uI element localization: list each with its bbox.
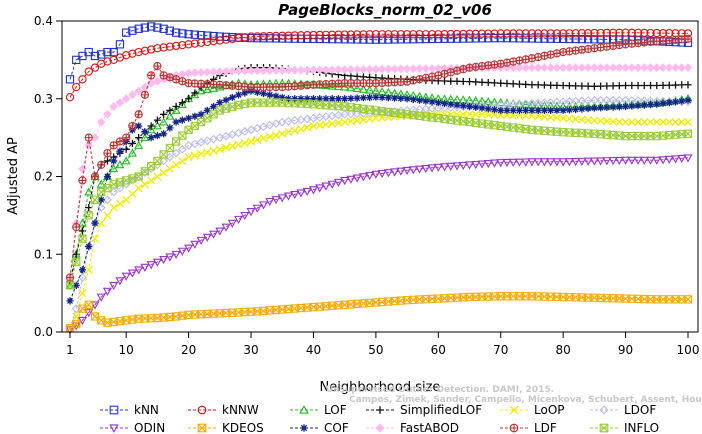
series-loop — [65, 110, 693, 333]
legend-item-lof: LOF — [290, 403, 347, 417]
y-axis-title: Adjusted AP — [6, 137, 21, 215]
x-tick-label: 20 — [181, 343, 196, 357]
x-tick-label: 1 — [66, 343, 74, 357]
legend-marker — [509, 405, 519, 415]
legend-label: COF — [324, 421, 349, 434]
series-kdeos — [65, 292, 693, 333]
legend-label: LoOP — [534, 403, 565, 417]
legend-item-fastabod: FastABOD — [366, 421, 459, 434]
series-line-loop — [69, 113, 688, 329]
x-axis-title: Neighborhood size — [320, 380, 441, 395]
legend-marker — [375, 423, 385, 433]
series-markers-knnw — [65, 28, 693, 102]
series-markers-cof — [66, 87, 692, 305]
x-tick-label: 50 — [368, 343, 383, 357]
x-tick-label: 100 — [677, 343, 700, 357]
y-tick-label: 0.4 — [34, 14, 53, 28]
plot-area — [65, 22, 693, 335]
series-markers-inflo — [65, 98, 693, 290]
legend-marker — [197, 405, 207, 415]
series-markers-ldf — [65, 34, 693, 282]
series-inflo — [65, 98, 693, 290]
y-tick-label: 0.1 — [34, 247, 53, 261]
x-tick-label: 30 — [243, 343, 258, 357]
legend-label: KDEOS — [222, 421, 264, 434]
legend-label: FastABOD — [400, 421, 459, 434]
legend-label: kNNW — [222, 403, 259, 417]
series-ldf — [65, 34, 693, 282]
series-odin — [65, 154, 693, 335]
x-tick-label: 80 — [556, 343, 571, 357]
legend-item-simplifiedlof: SimplifiedLOF — [366, 403, 482, 417]
x-tick-label: 10 — [119, 343, 134, 357]
legend-item-kdeos: KDEOS — [188, 421, 264, 434]
legend-label: LDF — [534, 421, 557, 434]
series-markers-loop — [65, 110, 693, 333]
legend-item-odin: ODIN — [100, 421, 165, 434]
series-markers-kdeos — [65, 292, 693, 333]
legend-marker — [376, 406, 384, 414]
legend-item-ldf: LDF — [500, 421, 557, 434]
x-tick-label: 70 — [493, 343, 508, 357]
x-tick-label: 40 — [306, 343, 321, 357]
series-line-simplifiedlof — [69, 67, 689, 282]
legend-item-knnw: kNNW — [188, 403, 259, 417]
legend-marker — [197, 423, 207, 433]
legend: kNN kNNW LOF SimplifiedLOF LoOP LDOF ODIN KDEOS… — [100, 403, 659, 434]
series-cof — [66, 87, 692, 305]
legend-label: INFLO — [624, 421, 659, 434]
chart-title: PageBlocks_norm_02_v06 — [278, 1, 492, 19]
legend-item-loop: LoOP — [500, 403, 565, 417]
legend-label: SimplifiedLOF — [400, 403, 482, 417]
legend-marker — [109, 405, 119, 415]
x-axis-ticks: 1 10 20 30 40 50 60 70 80 90 100 — [66, 332, 699, 357]
legend-marker — [599, 405, 609, 415]
legend-label: LOF — [324, 403, 347, 417]
legend-marker — [599, 423, 609, 433]
legend-marker — [509, 423, 519, 433]
legend-label: LDOF — [624, 403, 656, 417]
legend-item-cof: COF — [290, 421, 349, 434]
series-knnw — [65, 28, 693, 102]
series-line-lof — [69, 82, 689, 286]
legend-marker — [300, 424, 308, 432]
watermark-line-2: Unsupervised Outlier Detection. DAMI, 20… — [326, 385, 554, 395]
series-markers-fastabod — [65, 63, 693, 282]
x-tick-label: 90 — [618, 343, 633, 357]
legend-label: ODIN — [134, 421, 165, 434]
series-markers-odin — [65, 154, 693, 335]
x-tick-label: 60 — [431, 343, 446, 357]
legend-item-inflo: INFLO — [590, 421, 659, 434]
y-axis-ticks: 0.0 0.1 0.2 0.3 0.4 — [34, 14, 62, 339]
legend-item-ldof: LDOF — [590, 403, 656, 417]
y-tick-label: 0.0 — [34, 325, 53, 339]
y-tick-label: 0.3 — [34, 92, 53, 106]
legend-item-knn: kNN — [100, 403, 159, 417]
legend-marker — [109, 424, 119, 433]
y-tick-label: 0.2 — [34, 170, 53, 184]
watermark-line-1: Campos, Zimek, Sander, Campello, Micenko… — [349, 395, 702, 405]
legend-label: kNN — [134, 403, 159, 417]
legend-marker — [299, 405, 309, 414]
